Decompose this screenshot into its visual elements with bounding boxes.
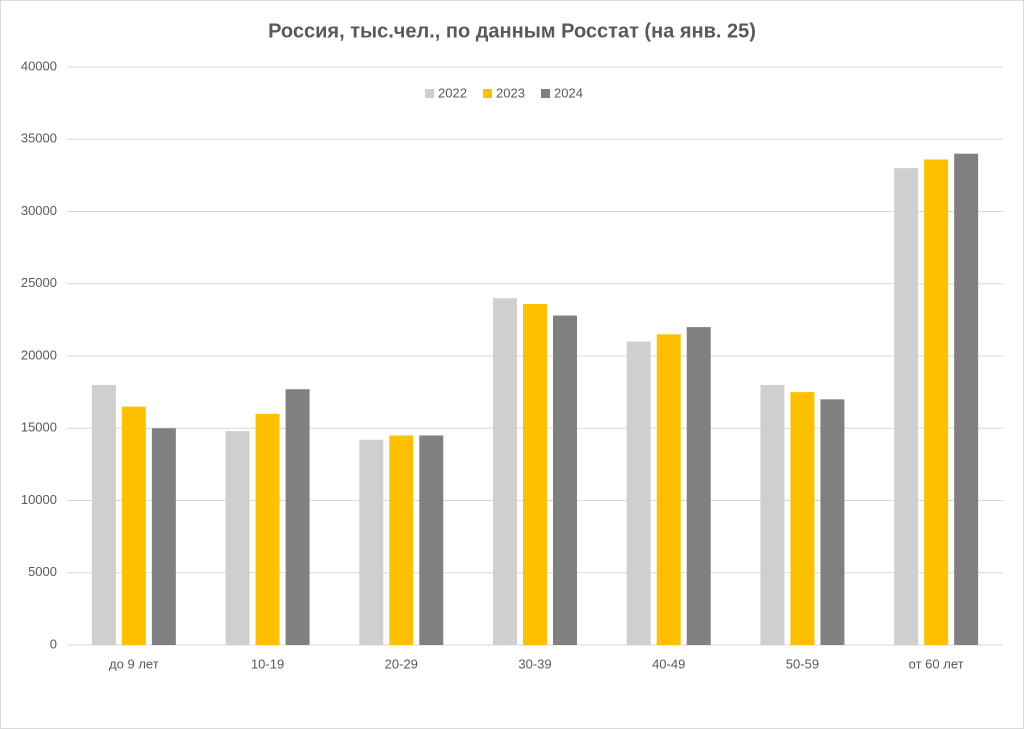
- legend-swatch: [541, 89, 550, 98]
- bar: [686, 327, 711, 645]
- bar: [419, 435, 444, 645]
- legend-label: 2022: [438, 85, 467, 100]
- bar: [285, 389, 310, 645]
- legend-swatch: [425, 89, 434, 98]
- bar: [820, 399, 845, 645]
- bar: [894, 168, 919, 645]
- bar: [924, 159, 949, 646]
- bar: [255, 413, 280, 645]
- bar: [760, 384, 785, 645]
- x-tick-label: 30-39: [518, 656, 551, 671]
- y-tick-label: 20000: [21, 347, 57, 362]
- x-tick-label: 10-19: [251, 656, 284, 671]
- y-tick-label: 15000: [21, 420, 57, 435]
- bar: [359, 439, 384, 645]
- bar: [790, 392, 815, 645]
- chart-title: Россия, тыс.чел., по данным Росстат (на …: [268, 20, 756, 42]
- legend-label: 2024: [554, 85, 583, 100]
- x-tick-label: до 9 лет: [109, 656, 159, 671]
- y-tick-label: 25000: [21, 275, 57, 290]
- bar: [626, 341, 651, 645]
- x-tick-label: 40-49: [652, 656, 685, 671]
- bar: [493, 298, 517, 645]
- x-tick-label: от 60 лет: [909, 656, 964, 671]
- x-tick-label: 20-29: [385, 656, 418, 671]
- bar: [151, 428, 176, 645]
- y-tick-label: 10000: [21, 492, 57, 507]
- x-tick-label: 50-59: [786, 656, 819, 671]
- bar: [523, 303, 547, 645]
- legend-swatch: [483, 89, 492, 98]
- y-tick-label: 0: [50, 636, 57, 651]
- bar: [225, 431, 250, 645]
- bar: [121, 406, 146, 645]
- bar: [954, 153, 979, 645]
- bar: [656, 334, 681, 645]
- y-tick-label: 40000: [21, 58, 57, 73]
- bar: [389, 435, 414, 645]
- y-tick-label: 35000: [21, 131, 57, 146]
- legend-label: 2023: [496, 85, 525, 100]
- bar: [553, 315, 577, 645]
- y-tick-label: 30000: [21, 203, 57, 218]
- bar: [91, 384, 116, 645]
- y-tick-label: 5000: [28, 564, 57, 579]
